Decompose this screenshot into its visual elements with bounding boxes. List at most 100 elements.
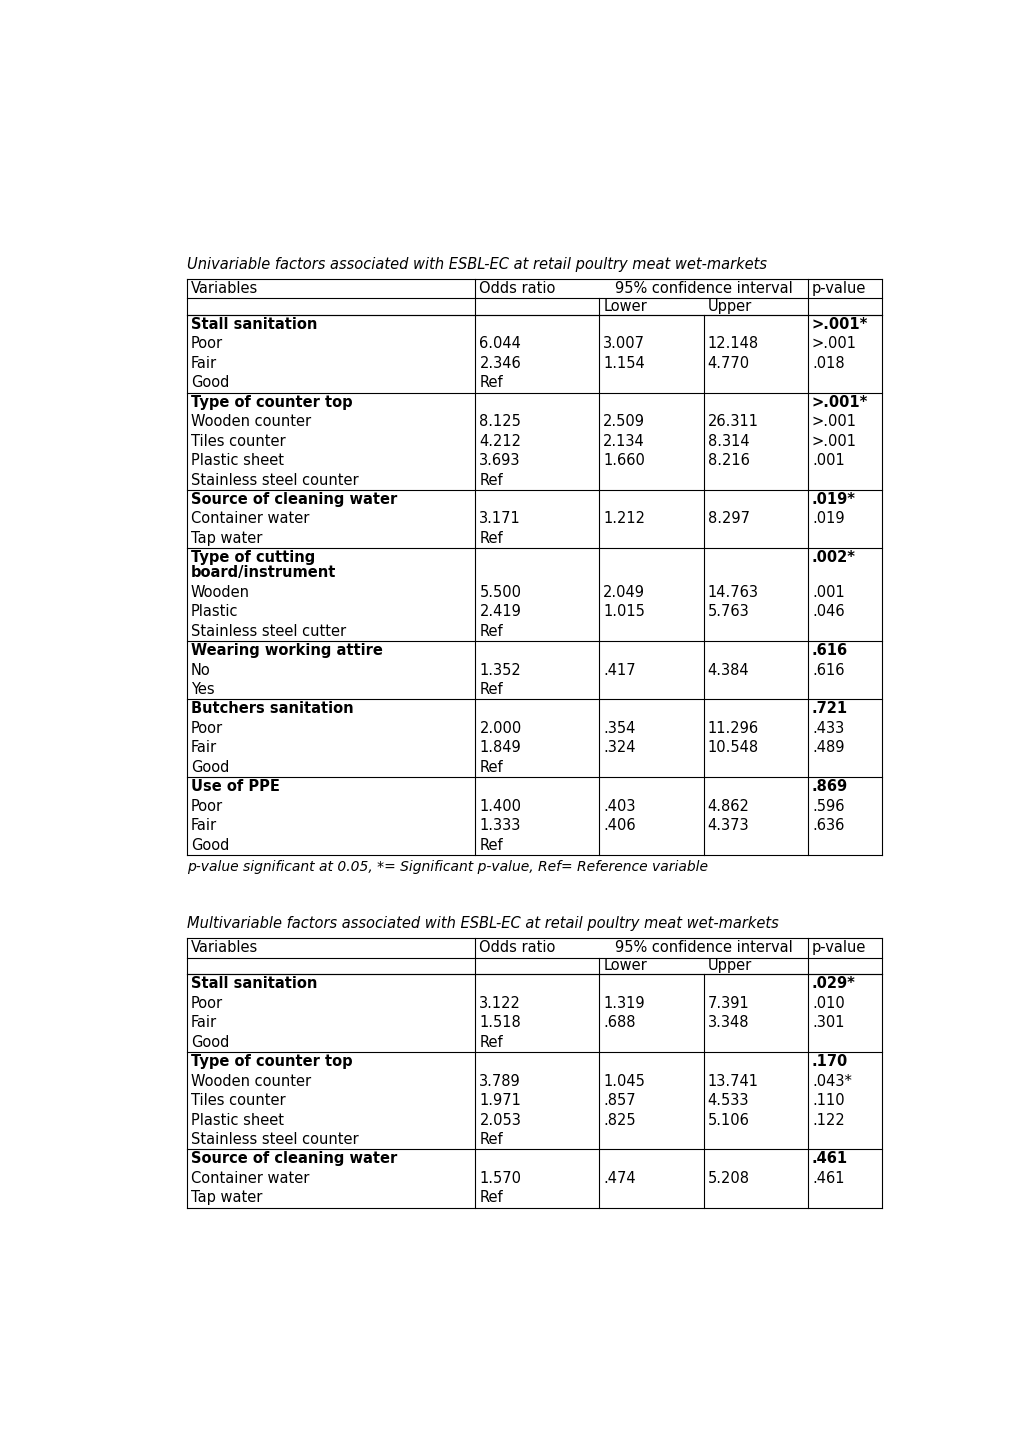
Text: Poor: Poor xyxy=(191,336,222,352)
Text: 2.419: 2.419 xyxy=(479,605,521,619)
Text: Wooden counter: Wooden counter xyxy=(191,1074,311,1088)
Text: Plastic sheet: Plastic sheet xyxy=(191,1113,283,1127)
Text: Variables: Variables xyxy=(191,941,258,955)
Text: .461: .461 xyxy=(811,1170,844,1186)
Text: 1.971: 1.971 xyxy=(479,1094,521,1108)
Text: 1.333: 1.333 xyxy=(479,818,521,833)
Text: .869: .869 xyxy=(811,779,847,794)
Text: .019*: .019* xyxy=(811,492,855,506)
Text: 3.122: 3.122 xyxy=(479,996,521,1012)
Text: 5.106: 5.106 xyxy=(707,1113,749,1127)
Text: Poor: Poor xyxy=(191,722,222,736)
Text: Ref: Ref xyxy=(479,837,502,853)
Text: .461: .461 xyxy=(811,1152,847,1166)
Text: .857: .857 xyxy=(602,1094,635,1108)
Text: 13.741: 13.741 xyxy=(707,1074,758,1088)
Text: 3.789: 3.789 xyxy=(479,1074,521,1088)
Text: 5.763: 5.763 xyxy=(707,605,749,619)
Text: >.001*: >.001* xyxy=(811,395,867,410)
Text: 1.570: 1.570 xyxy=(479,1170,521,1186)
Text: 3.171: 3.171 xyxy=(479,511,521,527)
Text: Stall sanitation: Stall sanitation xyxy=(191,977,317,991)
Text: Fair: Fair xyxy=(191,740,217,755)
Text: 3.348: 3.348 xyxy=(707,1016,748,1030)
Text: Stall sanitation: Stall sanitation xyxy=(191,317,317,332)
Text: Ref: Ref xyxy=(479,1035,502,1051)
Text: 1.154: 1.154 xyxy=(602,356,644,371)
Text: >.001: >.001 xyxy=(811,336,856,352)
Text: p-value significant at 0.05, *= Significant p-value, Ref= Reference variable: p-value significant at 0.05, *= Signific… xyxy=(186,860,707,874)
Text: Ref: Ref xyxy=(479,473,502,488)
Text: .417: .417 xyxy=(602,662,635,678)
Text: 26.311: 26.311 xyxy=(707,414,758,429)
Text: .688: .688 xyxy=(602,1016,635,1030)
Text: No: No xyxy=(191,662,210,678)
Text: Tap water: Tap water xyxy=(191,1190,262,1205)
Text: .636: .636 xyxy=(811,818,844,833)
Text: Yes: Yes xyxy=(191,683,214,697)
Text: Odds ratio: Odds ratio xyxy=(479,281,555,296)
Text: Multivariable factors associated with ESBL-EC at retail poultry meat wet-markets: Multivariable factors associated with ES… xyxy=(186,916,777,932)
Text: Tap water: Tap water xyxy=(191,531,262,545)
Text: Good: Good xyxy=(191,1035,229,1051)
Text: .354: .354 xyxy=(602,722,635,736)
Text: Stainless steel counter: Stainless steel counter xyxy=(191,1133,358,1147)
Text: 7.391: 7.391 xyxy=(707,996,749,1012)
Text: 2.509: 2.509 xyxy=(602,414,645,429)
Text: 1.660: 1.660 xyxy=(602,453,644,468)
Text: 1.212: 1.212 xyxy=(602,511,645,527)
Text: .001: .001 xyxy=(811,453,844,468)
Text: .433: .433 xyxy=(811,722,844,736)
Text: 8.216: 8.216 xyxy=(707,453,749,468)
Text: p-value: p-value xyxy=(811,281,865,296)
Text: 1.015: 1.015 xyxy=(602,605,644,619)
Text: Good: Good xyxy=(191,760,229,775)
Text: Ref: Ref xyxy=(479,1133,502,1147)
Text: .046: .046 xyxy=(811,605,844,619)
Text: 1.400: 1.400 xyxy=(479,799,521,814)
Text: 2.000: 2.000 xyxy=(479,722,521,736)
Text: 1.319: 1.319 xyxy=(602,996,644,1012)
Text: 3.693: 3.693 xyxy=(479,453,521,468)
Text: .301: .301 xyxy=(811,1016,844,1030)
Text: Lower: Lower xyxy=(602,958,646,974)
Text: 2.134: 2.134 xyxy=(602,434,644,449)
Text: Fair: Fair xyxy=(191,1016,217,1030)
Text: Plastic: Plastic xyxy=(191,605,238,619)
Text: Wearing working attire: Wearing working attire xyxy=(191,644,382,658)
Text: .474: .474 xyxy=(602,1170,635,1186)
Text: .001: .001 xyxy=(811,584,844,600)
Text: Good: Good xyxy=(191,837,229,853)
Text: .324: .324 xyxy=(602,740,635,755)
Text: Use of PPE: Use of PPE xyxy=(191,779,279,794)
Text: 2.053: 2.053 xyxy=(479,1113,521,1127)
Text: Ref: Ref xyxy=(479,1190,502,1205)
Text: .596: .596 xyxy=(811,799,844,814)
Text: Univariable factors associated with ESBL-EC at retail poultry meat wet-markets: Univariable factors associated with ESBL… xyxy=(186,257,766,273)
Text: Ref: Ref xyxy=(479,623,502,639)
Text: 5.208: 5.208 xyxy=(707,1170,749,1186)
Text: .170: .170 xyxy=(811,1055,848,1069)
Text: 8.314: 8.314 xyxy=(707,434,749,449)
Text: 1.518: 1.518 xyxy=(479,1016,521,1030)
Text: 1.352: 1.352 xyxy=(479,662,521,678)
Text: .489: .489 xyxy=(811,740,844,755)
Text: .110: .110 xyxy=(811,1094,844,1108)
Text: .721: .721 xyxy=(811,701,847,717)
Text: 95% confidence interval: 95% confidence interval xyxy=(614,281,792,296)
Text: Source of cleaning water: Source of cleaning water xyxy=(191,492,396,506)
Text: >.001: >.001 xyxy=(811,414,856,429)
Text: Lower: Lower xyxy=(602,299,646,315)
Text: Odds ratio: Odds ratio xyxy=(479,941,555,955)
Text: Fair: Fair xyxy=(191,356,217,371)
Text: 2.049: 2.049 xyxy=(602,584,645,600)
Text: Ref: Ref xyxy=(479,531,502,545)
Text: Poor: Poor xyxy=(191,996,222,1012)
Text: Container water: Container water xyxy=(191,511,309,527)
Bar xyxy=(186,278,881,854)
Text: .616: .616 xyxy=(811,644,847,658)
Text: Variables: Variables xyxy=(191,281,258,296)
Text: 4.212: 4.212 xyxy=(479,434,521,449)
Text: Butchers sanitation: Butchers sanitation xyxy=(191,701,353,717)
Text: .616: .616 xyxy=(811,662,844,678)
